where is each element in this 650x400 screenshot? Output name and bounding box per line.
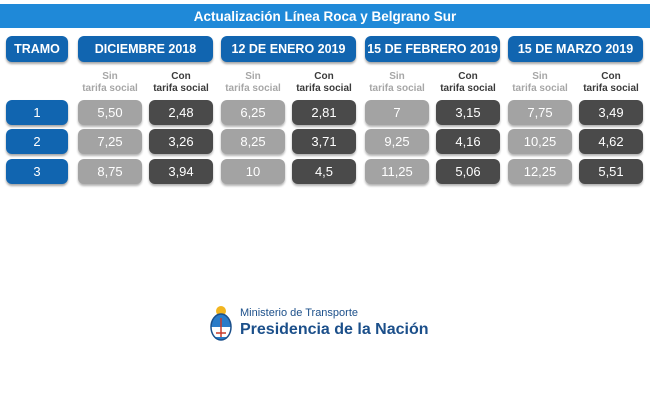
coat-of-arms-icon [210, 306, 232, 341]
fare-cell-con: 3,49 [579, 100, 643, 125]
fare-cell-con: 3,94 [149, 159, 213, 184]
fare-cell-sin: 8,75 [78, 159, 142, 184]
fare-cell-con: 4,5 [292, 159, 356, 184]
subheader-con-tarifa: Con tarifa social [583, 71, 639, 94]
ministerio-name: Ministerio de Transporte [240, 307, 358, 319]
fare-cell-sin: 7,75 [508, 100, 572, 125]
subheader-sin-tarifa: Sin tarifa social [369, 71, 425, 94]
fare-cell-sin: 11,25 [365, 159, 429, 184]
fare-cell-con: 3,15 [436, 100, 500, 125]
subheader-sin-tarifa: Sin tarifa social [225, 71, 281, 94]
ministerio-logo: Ministerio de Transporte Presidencia de … [208, 304, 429, 342]
period-header-dic-2018: DICIEMBRE 2018 [78, 36, 213, 62]
tramo-cell: 2 [6, 129, 68, 154]
fare-cell-con: 3,71 [292, 129, 356, 154]
fare-cell-con: 5,06 [436, 159, 500, 184]
fare-cell-sin: 6,25 [221, 100, 285, 125]
fare-cell-con: 5,51 [579, 159, 643, 184]
period-header-feb-2019: 15 DE FEBRERO 2019 [365, 36, 500, 62]
tramo-cell: 3 [6, 159, 68, 184]
fare-cell-sin: 7 [365, 100, 429, 125]
subheader-sin-tarifa: Sin tarifa social [82, 71, 138, 94]
subheader-con-tarifa: Con tarifa social [440, 71, 496, 94]
fare-cell-sin: 12,25 [508, 159, 572, 184]
tramo-header: TRAMO [6, 36, 68, 62]
subheader-sin-tarifa: Sin tarifa social [512, 71, 568, 94]
fare-cell-sin: 7,25 [78, 129, 142, 154]
fare-cell-sin: 5,50 [78, 100, 142, 125]
period-header-mar-2019: 15 DE MARZO 2019 [508, 36, 643, 62]
fare-cell-con: 4,16 [436, 129, 500, 154]
fare-cell-sin: 9,25 [365, 129, 429, 154]
subheader-con-tarifa: Con tarifa social [296, 71, 352, 94]
subheader-con-tarifa: Con tarifa social [153, 71, 209, 94]
fare-cell-con: 4,62 [579, 129, 643, 154]
fare-cell-sin: 8,25 [221, 129, 285, 154]
tramo-cell: 1 [6, 100, 68, 125]
period-header-ene-2019: 12 DE ENERO 2019 [221, 36, 356, 62]
fare-cell-sin: 10 [221, 159, 285, 184]
fare-cell-con: 3,26 [149, 129, 213, 154]
page-title: Actualización Línea Roca y Belgrano Sur [0, 4, 650, 28]
presidencia-name: Presidencia de la Nación [240, 321, 429, 338]
fare-cell-sin: 10,25 [508, 129, 572, 154]
fare-cell-con: 2,81 [292, 100, 356, 125]
fare-cell-con: 2,48 [149, 100, 213, 125]
